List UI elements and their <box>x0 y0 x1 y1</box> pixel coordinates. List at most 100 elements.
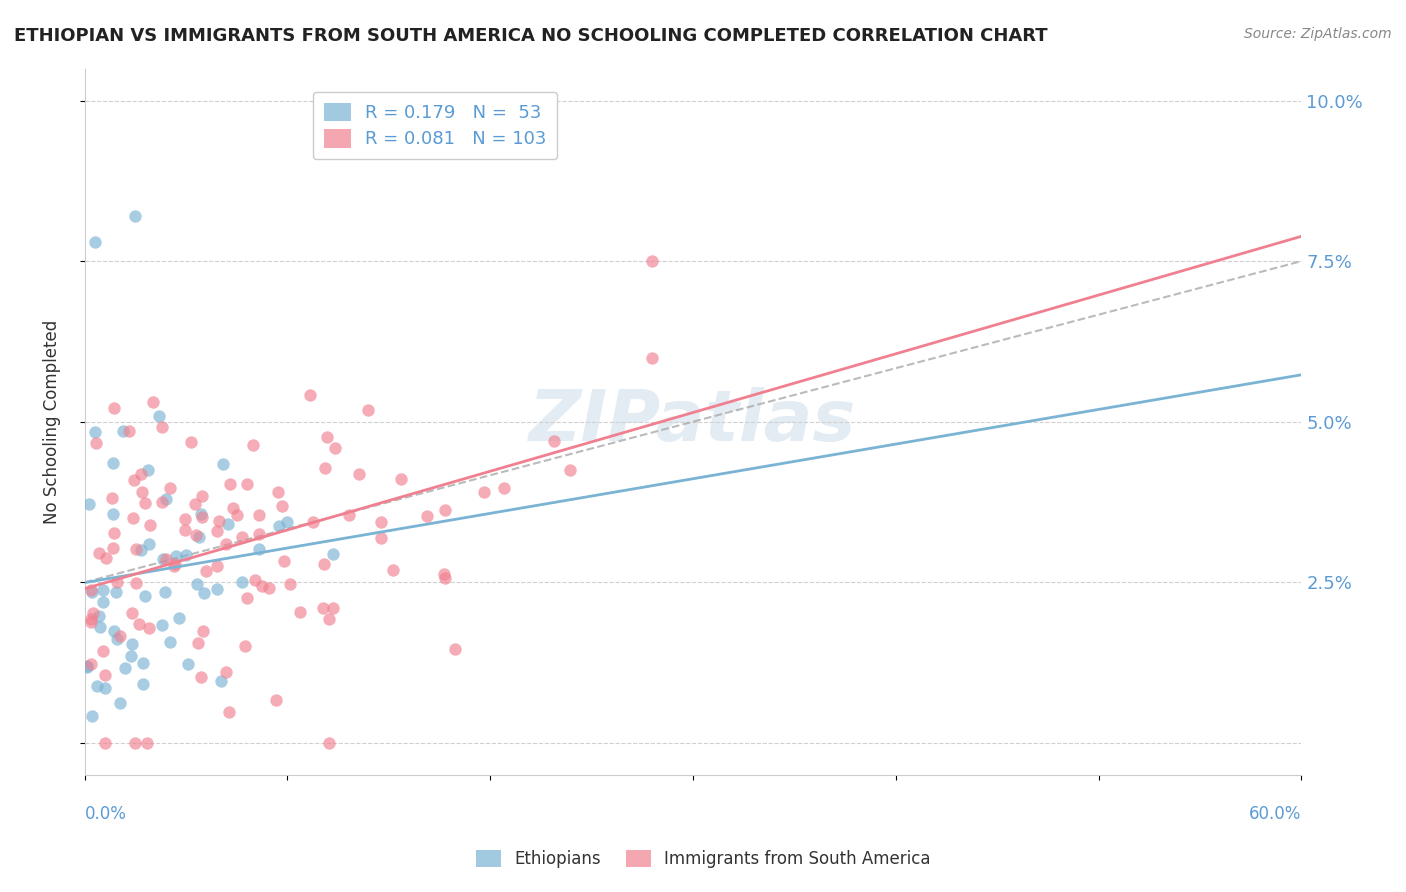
Point <box>443 642 465 657</box>
Point <box>187 530 209 544</box>
Point <box>273 554 295 568</box>
Point <box>82 584 104 599</box>
Legend: Ethiopians, Immigrants from South America: Ethiopians, Immigrants from South Americ… <box>470 843 936 875</box>
Point <box>138 537 160 551</box>
Point <box>209 673 232 688</box>
Point <box>111 424 134 438</box>
Text: ETHIOPIAN VS IMMIGRANTS FROM SOUTH AMERICA NO SCHOOLING COMPLETED CORRELATION CH: ETHIOPIAN VS IMMIGRANTS FROM SOUTH AMERI… <box>14 27 1047 45</box>
Point <box>314 461 336 475</box>
Point <box>108 697 131 711</box>
Point <box>91 644 114 658</box>
Point <box>215 537 238 551</box>
Point <box>235 591 257 605</box>
Point <box>318 612 340 626</box>
Point <box>94 736 117 750</box>
Point <box>114 661 136 675</box>
Point <box>159 635 181 649</box>
Point <box>347 467 370 482</box>
Point <box>190 670 212 684</box>
Text: ZIPatlas: ZIPatlas <box>529 387 856 456</box>
Point <box>323 442 346 456</box>
Point <box>84 436 107 450</box>
Point <box>322 601 344 615</box>
Point <box>231 574 253 589</box>
Point <box>259 581 281 595</box>
Point <box>641 254 664 268</box>
Point <box>280 577 302 591</box>
Point <box>121 637 143 651</box>
Text: 60.0%: 60.0% <box>1249 805 1302 823</box>
Point <box>136 463 159 477</box>
Point <box>159 481 181 495</box>
Point <box>217 516 239 531</box>
Point <box>315 429 337 443</box>
Point <box>87 546 110 560</box>
Point <box>174 512 197 526</box>
Point <box>212 458 235 472</box>
Point <box>186 576 208 591</box>
Point <box>233 639 256 653</box>
Point <box>150 420 173 434</box>
Point <box>472 485 495 500</box>
Point <box>641 351 664 365</box>
Point <box>267 519 290 533</box>
Point <box>190 507 212 521</box>
Point <box>264 693 287 707</box>
Point <box>103 525 125 540</box>
Point <box>82 708 104 723</box>
Point <box>218 705 240 719</box>
Point <box>138 621 160 635</box>
Point <box>389 472 412 486</box>
Point <box>103 541 125 555</box>
Point <box>89 620 111 634</box>
Point <box>128 616 150 631</box>
Point <box>250 579 273 593</box>
Point <box>221 500 243 515</box>
Point <box>225 508 247 522</box>
Point <box>91 595 114 609</box>
Point <box>381 563 404 577</box>
Point <box>165 549 187 563</box>
Point <box>80 583 103 598</box>
Point <box>231 530 253 544</box>
Point <box>276 515 298 529</box>
Point <box>122 511 145 525</box>
Point <box>163 558 186 573</box>
Point <box>105 632 128 647</box>
Point <box>76 658 98 673</box>
Point <box>108 629 131 643</box>
Point <box>101 507 124 521</box>
Point <box>155 552 177 566</box>
Point <box>83 235 105 249</box>
Point <box>299 388 322 402</box>
Point <box>191 489 214 503</box>
Point <box>247 541 270 556</box>
Point <box>103 456 125 470</box>
Point <box>83 425 105 439</box>
Point <box>207 582 229 597</box>
Point <box>558 463 581 477</box>
Point <box>183 497 205 511</box>
Point <box>247 526 270 541</box>
Text: Source: ZipAtlas.com: Source: ZipAtlas.com <box>1244 27 1392 41</box>
Point <box>318 736 340 750</box>
Point <box>105 575 128 590</box>
Point <box>150 494 173 508</box>
Point <box>142 395 165 409</box>
Point <box>302 515 325 529</box>
Point <box>176 548 198 562</box>
Point <box>207 514 229 528</box>
Point <box>288 605 311 619</box>
Point <box>136 736 159 750</box>
Point <box>205 524 228 539</box>
Point <box>219 477 242 491</box>
Point <box>245 573 267 587</box>
Point <box>76 659 98 673</box>
Legend: R = 0.179   N =  53, R = 0.081   N = 103: R = 0.179 N = 53, R = 0.081 N = 103 <box>312 92 557 160</box>
Point <box>370 531 392 545</box>
Point <box>80 615 103 629</box>
Point <box>89 608 111 623</box>
Point <box>270 500 292 514</box>
Point <box>101 491 124 506</box>
Point <box>433 567 456 582</box>
